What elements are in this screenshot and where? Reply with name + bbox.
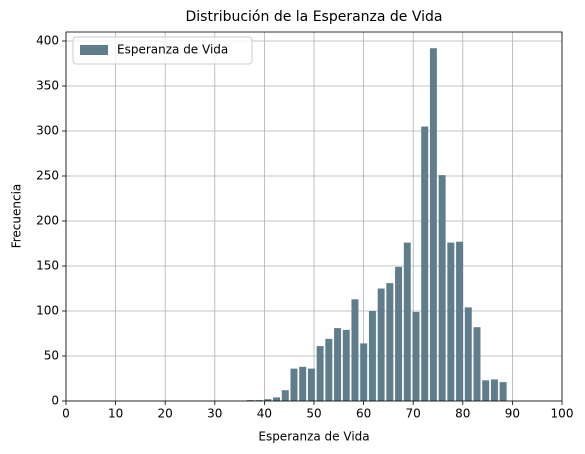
bar	[429, 48, 437, 401]
bar	[351, 299, 359, 401]
x-tick-label: 60	[356, 407, 371, 421]
bar	[395, 266, 403, 401]
x-tick-label: 10	[108, 407, 123, 421]
bar	[264, 399, 272, 401]
x-axis-label: Esperanza de Vida	[258, 430, 369, 444]
bar	[438, 175, 446, 401]
y-tick-label: 250	[36, 169, 59, 183]
y-tick-label: 300	[36, 124, 59, 138]
bar	[334, 328, 342, 401]
y-tick-label: 0	[51, 394, 59, 408]
legend-box	[72, 36, 253, 65]
bar	[316, 346, 324, 401]
bar	[377, 288, 385, 401]
y-tick-label: 50	[44, 349, 59, 363]
y-axis-label: Frecuencia	[10, 184, 24, 249]
bar	[473, 327, 481, 401]
bar	[342, 329, 350, 401]
x-tick-label: 50	[306, 407, 321, 421]
bar	[456, 241, 464, 401]
bar	[447, 242, 455, 401]
y-tick-label: 400	[36, 34, 59, 48]
bar	[299, 366, 307, 401]
x-tick-label: 90	[505, 407, 520, 421]
y-tick-label: 100	[36, 304, 59, 318]
bar	[482, 380, 490, 401]
bar	[490, 379, 498, 401]
x-tick-label: 30	[207, 407, 222, 421]
x-tick-label: 80	[455, 407, 470, 421]
bar	[273, 397, 281, 401]
bar	[499, 382, 507, 401]
bar	[290, 368, 298, 401]
x-tick-label: 40	[257, 407, 272, 421]
legend-label: Esperanza de Vida	[117, 43, 228, 57]
plot-frame	[65, 31, 563, 402]
bar	[281, 390, 289, 401]
x-tick-label: 20	[158, 407, 173, 421]
bar	[255, 400, 263, 401]
bar	[307, 368, 315, 401]
x-tick-label: 100	[551, 407, 574, 421]
x-tick-label: 0	[62, 407, 70, 421]
bar	[325, 338, 333, 401]
bar	[246, 400, 254, 401]
y-tick-label: 150	[36, 259, 59, 273]
bar	[386, 283, 394, 401]
y-tick-label: 200	[36, 214, 59, 228]
bar	[412, 311, 420, 401]
legend-swatch	[80, 45, 108, 55]
bar	[464, 307, 472, 401]
bar	[360, 343, 368, 401]
bar	[403, 242, 411, 401]
bar	[421, 126, 429, 401]
y-tick-label: 350	[36, 79, 59, 93]
bar	[368, 311, 376, 401]
x-tick-label: 70	[406, 407, 421, 421]
chart-title: Distribución de la Esperanza de Vida	[185, 9, 442, 25]
